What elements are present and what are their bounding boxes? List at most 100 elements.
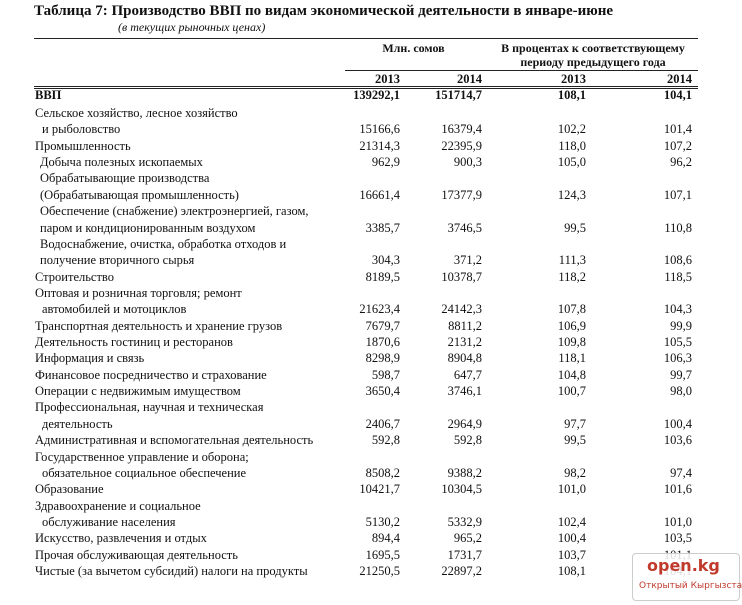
row-label: Промышленность: [35, 138, 131, 153]
cell-value: 3385,7: [365, 220, 400, 235]
cell-value: 598,7: [371, 367, 400, 382]
row-label: Операции с недвижимым имуществом: [35, 384, 241, 399]
cell-value: 17377,9: [441, 187, 482, 202]
row-label: Прочая обслуживающая деятельность: [35, 547, 238, 562]
cell-value: 98,2: [564, 465, 586, 480]
rule: [34, 38, 698, 39]
row-label: Сельское хозяйство, лесное хозяйство: [35, 106, 238, 120]
cell-value: 9388,2: [447, 465, 482, 480]
row-label: Государственное управление и оборона;: [35, 449, 249, 464]
cell-value: 105,0: [557, 155, 586, 170]
row-label: Обеспечение (снабжение) электроэнергией,…: [40, 204, 309, 219]
row-label: (Обрабатывающая промышленность): [40, 187, 239, 202]
cell-value: 2131,2: [447, 335, 482, 350]
cell-value: 100,4: [663, 416, 692, 431]
year-header: 2014: [667, 72, 692, 86]
cell-value: 124,3: [557, 187, 586, 202]
row-label: Профессиональная, научная и техническая: [35, 400, 264, 415]
column-group: периоду предыдущего года: [520, 55, 666, 69]
row-label: и рыболовство: [42, 122, 121, 137]
cell-value: 101,6: [663, 482, 692, 497]
cell-value: 106,3: [663, 351, 692, 366]
cell-value: 962,9: [371, 155, 400, 170]
cell-value: 5332,9: [447, 515, 482, 529]
cell-value: 15166,6: [359, 122, 400, 137]
table-subtitle: (в текущих рыночных ценах): [118, 20, 266, 34]
cell-value: 100,4: [557, 531, 586, 546]
cell-value: 97,4: [670, 465, 692, 480]
cell-value: 109,8: [557, 335, 586, 350]
cell-value: 101,0: [557, 482, 586, 497]
row-label: Добыча полезных ископаемых: [40, 155, 203, 170]
row-label: Финансовое посредничество и страхование: [35, 367, 267, 382]
cell-value: 103,6: [663, 433, 692, 448]
cell-value: 101,4: [663, 122, 692, 137]
row-label: Административная и вспомогательная деяте…: [35, 433, 314, 448]
cell-value: 8298,9: [365, 351, 400, 366]
cell-value: 1731,7: [447, 547, 482, 562]
cell-value: 98,0: [670, 384, 692, 399]
row-label: обязательное социальное обеспечение: [42, 465, 247, 480]
row-label: Оптовая и розничная торговля; ремонт: [35, 285, 242, 300]
cell-value: 1870,6: [365, 335, 400, 350]
row-label: Образование: [35, 482, 104, 497]
cell-value: 2964,9: [447, 416, 482, 431]
year-header: 2013: [375, 72, 400, 86]
cell-value: 110,8: [664, 220, 692, 235]
cell-value: 107,1: [663, 187, 692, 202]
row-label: автомобилей и мотоциклов: [42, 302, 187, 317]
cell-value: 8904,8: [447, 351, 482, 366]
cell-value: 647,7: [453, 367, 482, 382]
year-header: 2014: [457, 72, 482, 86]
cell-value: 107,8: [557, 302, 586, 317]
cell-value: 102,2: [557, 122, 586, 137]
rule: [34, 86, 698, 87]
row-label: ВВП: [35, 88, 62, 102]
cell-value: 99,5: [564, 433, 586, 448]
cell-value: 108,6: [663, 253, 692, 268]
cell-value: 8508,2: [365, 465, 400, 480]
cell-value: 592,8: [371, 433, 400, 448]
cell-value: 22395,9: [441, 138, 482, 153]
cell-value: 107,2: [663, 138, 692, 153]
cell-value: 7679,7: [365, 318, 400, 333]
cell-value: 894,4: [371, 531, 400, 546]
cell-value: 108,1: [557, 564, 586, 579]
cell-value: 24142,3: [441, 302, 482, 317]
cell-value: 21314,3: [359, 138, 400, 153]
cell-value: 103,7: [557, 547, 586, 562]
cell-value: 101,0: [663, 515, 692, 529]
cell-value: 16661,4: [359, 187, 400, 202]
cell-value: 965,2: [453, 531, 482, 546]
cell-value: 102,4: [557, 515, 586, 529]
row-label: Чистые (за вычетом субсидий) налоги на п…: [35, 564, 308, 579]
cell-value: 16379,4: [441, 122, 482, 137]
row-label: паром и кондиционированным воздухом: [40, 220, 256, 235]
cell-value: 10421,7: [359, 482, 400, 497]
cell-value: 21623,4: [359, 302, 400, 317]
cell-value: 104,1: [663, 88, 692, 102]
cell-value: 99,5: [564, 220, 586, 235]
cell-value: 104,8: [557, 367, 586, 382]
cell-value: 3746,1: [447, 384, 482, 399]
cell-value: 304,3: [371, 253, 400, 268]
cell-value: 118,5: [664, 269, 692, 284]
cell-value: 10378,7: [441, 269, 482, 284]
cell-value: 96,2: [670, 155, 692, 170]
rule: [345, 70, 698, 71]
cell-value: 103,5: [663, 531, 692, 546]
cell-value: 106,9: [557, 318, 586, 333]
cell-value: 151714,7: [435, 88, 482, 102]
cell-value: 99,9: [670, 318, 692, 333]
cell-value: 371,2: [453, 253, 482, 268]
cell-value: 3746,5: [447, 220, 482, 235]
cell-value: 592,8: [453, 433, 482, 448]
cell-value: 139292,1: [353, 88, 400, 102]
cell-value: 22897,2: [441, 564, 482, 579]
cell-value: 8811,2: [448, 318, 482, 333]
watermark-logo: open.kg: [647, 556, 720, 575]
row-label: Деятельность гостиниц и ресторанов: [35, 335, 233, 350]
rule: [34, 88, 698, 89]
row-label: обслуживание населения: [42, 515, 176, 529]
